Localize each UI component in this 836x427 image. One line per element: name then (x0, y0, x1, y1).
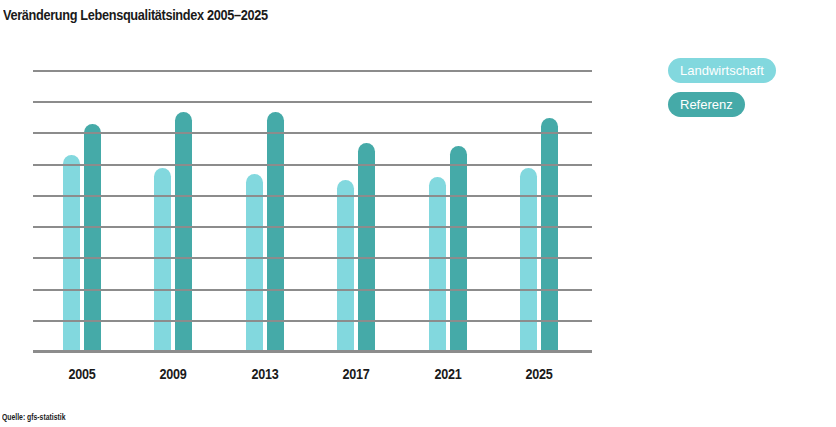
legend-pill-landwirtschaft[interactable]: Landwirtschaft (668, 58, 776, 83)
x-axis-label-2013: 2013 (238, 366, 292, 382)
chart-title: Veränderung Lebensqualitätsindex 2005–20… (3, 7, 268, 23)
gridline (33, 132, 592, 134)
x-axis-label-2017: 2017 (329, 366, 383, 382)
plot-area (33, 71, 592, 352)
legend: Landwirtschaft Referenz (668, 58, 776, 126)
bar-referenz-2013 (267, 112, 284, 352)
gridline (33, 70, 592, 72)
x-axis-label-2009: 2009 (146, 366, 200, 382)
bar-referenz-2005 (84, 124, 101, 352)
bar-landwirtschaft-2013 (246, 174, 263, 352)
bar-landwirtschaft-2017 (337, 180, 354, 352)
x-axis-label-2021: 2021 (421, 366, 475, 382)
bar-referenz-2009 (175, 112, 192, 352)
x-axis-label-2025: 2025 (512, 366, 566, 382)
gridline (33, 320, 592, 322)
gridline (33, 101, 592, 103)
gridline (33, 257, 592, 259)
gridline (33, 195, 592, 197)
bar-landwirtschaft-2005 (63, 155, 80, 352)
x-axis-label-2005: 2005 (55, 366, 109, 382)
gridline (33, 164, 592, 166)
x-axis-line (33, 350, 592, 353)
bar-landwirtschaft-2021 (429, 177, 446, 352)
gridline (33, 289, 592, 291)
bar-referenz-2025 (541, 118, 558, 352)
gridline (33, 226, 592, 228)
chart-page: Veränderung Lebensqualitätsindex 2005–20… (0, 0, 836, 427)
source-note: Quelle: gfs-statistik (2, 411, 65, 422)
legend-pill-referenz[interactable]: Referenz (668, 92, 745, 117)
